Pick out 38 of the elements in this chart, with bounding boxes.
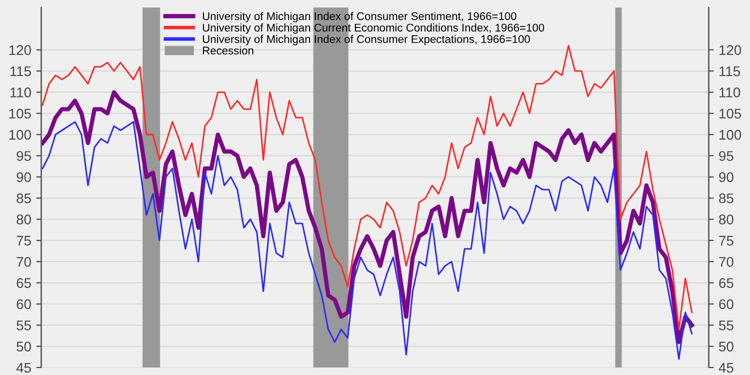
- y2-tick-label: 115: [720, 66, 740, 76]
- y2-tick-label: 80: [719, 214, 734, 224]
- annotation: Recession: [203, 46, 254, 55]
- y-tick-label: 100: [9, 130, 31, 140]
- y-tick-label: 105: [9, 108, 31, 119]
- y-tick-label: 90: [16, 172, 31, 182]
- y2-tick-label: 55: [719, 320, 734, 330]
- y-tick-label: 110: [10, 88, 31, 98]
- y-tick-label: 75: [16, 236, 31, 246]
- legend-label: University of Michigan Index of Consumer Sentiment, 1966=100: [202, 12, 516, 22]
- y2-tick-label: 85: [719, 193, 734, 204]
- y2-tick-label: 70: [719, 256, 734, 267]
- y-tick-label: 45: [16, 362, 31, 373]
- legend-label: University of Michigan Index of Consumer Expectations, 1966=100: [202, 34, 530, 46]
- y2-tick-label: 50: [719, 342, 734, 352]
- y-tick-label: 50: [16, 342, 31, 352]
- y2-tick-label: 110: [720, 88, 740, 98]
- y-tick-label: 120: [9, 45, 31, 56]
- y-tick-label: 55: [16, 320, 31, 330]
- y-tick-label: 70: [16, 256, 31, 267]
- y2-tick-label: 90: [719, 172, 734, 182]
- y-tick-label: 60: [16, 299, 31, 310]
- y2-tick-label: 105: [720, 108, 742, 119]
- y2-tick-label: 45: [718, 362, 734, 373]
- y2-tick-label: 65: [719, 278, 734, 288]
- y-tick-label: 65: [16, 278, 31, 288]
- y-tick-label: 80: [16, 214, 31, 224]
- y2-tick-label: 75: [719, 236, 734, 246]
- y2-tick-label: 100: [720, 130, 742, 140]
- y-tick-label: 85: [16, 193, 31, 204]
- y-tick-label: 115: [10, 66, 31, 76]
- y2-tick-label: 120: [720, 45, 742, 56]
- y-tick-label: 95: [16, 151, 31, 161]
- y2-tick-label: 60: [719, 299, 734, 310]
- line-series: [41, 90, 694, 344]
- y2-tick-label: 95: [719, 151, 734, 161]
- line-series: [42, 121, 693, 360]
- line-series: [42, 44, 693, 330]
